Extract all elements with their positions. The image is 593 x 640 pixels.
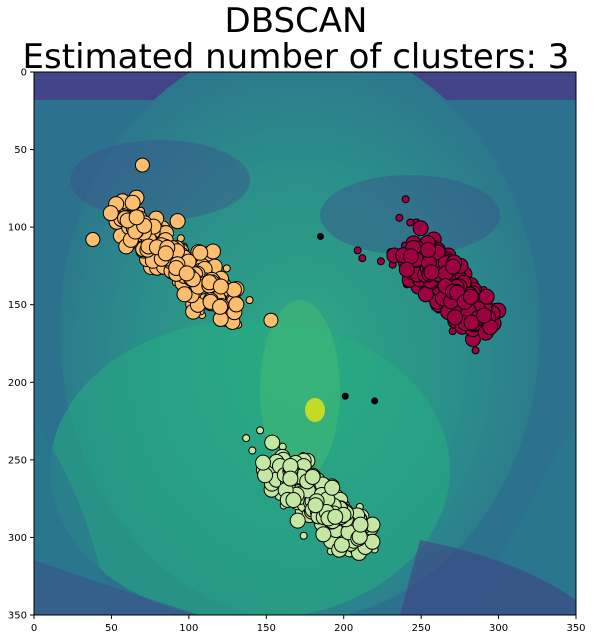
cluster-0-core-point	[176, 286, 193, 303]
cluster-0-border-point	[222, 264, 231, 273]
x-tick-label: 100	[179, 623, 198, 634]
cluster-2-core-point	[324, 479, 341, 496]
cluster-2-core-point	[352, 516, 369, 533]
cluster-2-border-point	[248, 446, 257, 455]
noise-point	[371, 397, 379, 405]
scatter-points	[85, 157, 507, 561]
x-tick-label: 350	[566, 623, 585, 634]
cluster-1-core-point	[398, 261, 415, 278]
cluster-0-core-point	[102, 205, 119, 222]
cluster-0-core-point	[225, 281, 242, 298]
cluster-1-border-point	[406, 218, 415, 227]
cluster-0-core-point	[128, 209, 145, 226]
noise-point	[316, 232, 324, 240]
cluster-1-core-point	[478, 288, 495, 305]
y-tick-label: 100	[8, 223, 27, 234]
cluster-2-border-point	[299, 531, 308, 540]
cluster-0-core-point	[212, 298, 229, 315]
chart-title: DBSCAN	[225, 1, 368, 41]
cluster-2-core-point	[289, 512, 306, 529]
cluster-2-core-point	[333, 536, 350, 553]
cluster-1-core-point	[445, 258, 462, 275]
cluster-0-core-point	[85, 232, 101, 248]
cluster-1-border-point	[471, 346, 480, 355]
cluster-2-core-point	[264, 434, 281, 451]
x-tick-label: 300	[489, 623, 508, 634]
cluster-2-core-point	[315, 526, 332, 543]
cluster-1-border-point	[401, 195, 410, 204]
cluster-1-core-point	[412, 220, 429, 237]
cluster-0-core-point	[157, 245, 174, 262]
x-tick-label: 150	[257, 623, 276, 634]
x-tick-label: 200	[334, 623, 353, 634]
cluster-1-core-point	[463, 314, 480, 331]
cluster-1-core-point	[423, 264, 440, 281]
cluster-1-border-point	[376, 257, 385, 266]
cluster-2-core-point	[327, 508, 344, 525]
y-tick-label: 300	[8, 533, 27, 544]
y-tick-label: 150	[8, 300, 27, 311]
y-tick-label: 200	[8, 378, 27, 389]
cluster-1-core-point	[476, 307, 493, 324]
cluster-0-core-point	[124, 194, 141, 211]
cluster-1-border-point	[358, 254, 367, 263]
cluster-1-border-point	[353, 246, 362, 255]
x-tick-label: 0	[31, 623, 37, 634]
y-tick-label: 350	[8, 611, 27, 622]
cluster-1-core-point	[420, 241, 437, 258]
noise-point	[341, 392, 349, 400]
cluster-2-border-point	[242, 434, 251, 443]
y-tick-label: 250	[8, 455, 27, 466]
y-tick-label: 0	[21, 68, 27, 79]
cluster-1-core-point	[462, 288, 479, 305]
cluster-1-core-point	[417, 286, 434, 303]
plot-frame	[33, 71, 577, 616]
cluster-2-core-point	[307, 497, 324, 514]
cluster-1-core-point	[446, 309, 463, 326]
x-axis: 0 50 100 150 200 250 300 350	[31, 615, 586, 634]
cluster-1-border-point	[395, 213, 404, 222]
cluster-2-border-point	[256, 426, 265, 435]
x-tick-label: 250	[412, 623, 431, 634]
cluster-0-core-point	[192, 244, 209, 261]
chart-subtitle: Estimated number of clusters: 3	[23, 37, 570, 77]
cluster-0-border-point	[245, 296, 254, 305]
cluster-0-core-point	[212, 278, 229, 295]
cluster-0-core-point	[169, 213, 186, 230]
cluster-0-core-point	[178, 265, 195, 282]
y-tick-label: 50	[14, 145, 27, 156]
y-axis: 0 50 100 150 200 250 300 350	[8, 68, 34, 622]
cluster-0-core-point	[263, 312, 279, 328]
x-tick-label: 50	[105, 623, 118, 634]
cluster-2-core-point	[304, 468, 321, 485]
cluster-2-core-point	[282, 470, 299, 487]
cluster-0-core-point	[228, 296, 245, 313]
cluster-0-core-point	[134, 157, 150, 173]
cluster-2-core-point	[285, 492, 302, 509]
cluster-1-core-point	[402, 248, 419, 265]
cluster-2-core-point	[255, 454, 272, 471]
image-background	[34, 72, 576, 615]
